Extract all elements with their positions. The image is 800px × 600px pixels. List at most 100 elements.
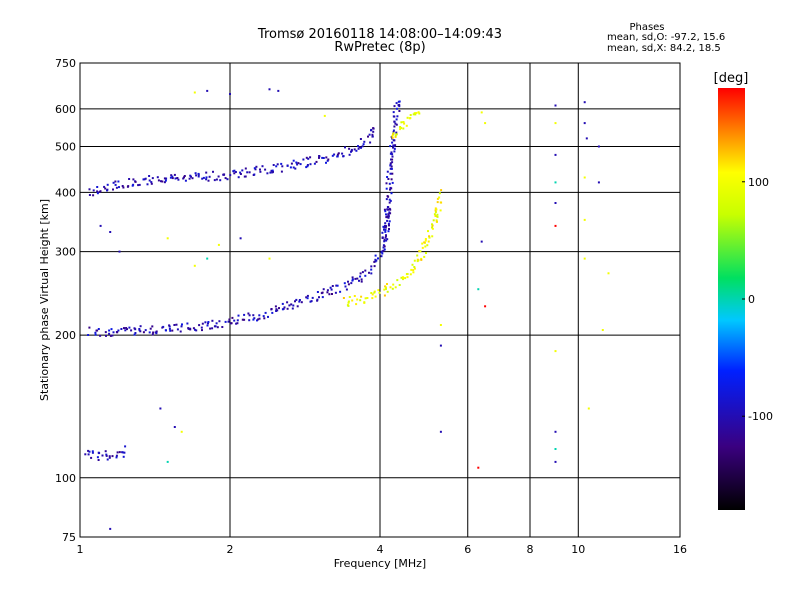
echo-point <box>280 170 283 173</box>
x-axis-label: Frequency [MHz] <box>334 557 426 570</box>
echo-point <box>384 230 387 233</box>
echo-point <box>554 460 557 463</box>
echo-point <box>166 460 169 463</box>
echo-point <box>356 277 359 280</box>
echo-point <box>295 161 298 164</box>
echo-point <box>256 319 258 322</box>
echo-point <box>318 296 320 299</box>
echo-point <box>316 299 319 302</box>
echo-point <box>106 183 109 186</box>
echo-point <box>390 158 392 161</box>
echo-point <box>104 331 107 334</box>
echo-point <box>393 150 396 153</box>
echo-point <box>336 284 339 287</box>
echo-point <box>291 307 294 310</box>
echo-point <box>374 258 377 261</box>
echo-point <box>477 288 480 291</box>
echo-point <box>313 162 316 165</box>
echo-point <box>342 155 345 158</box>
echo-point <box>415 112 418 114</box>
echo-point <box>384 285 387 288</box>
echo-point <box>395 118 398 121</box>
echo-point <box>286 301 289 304</box>
echo-point <box>155 332 158 335</box>
echo-point <box>390 178 393 181</box>
echo-point <box>248 171 251 174</box>
echo-point <box>131 184 134 187</box>
echo-point <box>389 188 391 191</box>
echo-point <box>121 185 124 187</box>
echo-point <box>182 177 185 180</box>
echo-point <box>335 284 338 287</box>
echo-point <box>290 162 293 165</box>
echo-point <box>421 242 424 245</box>
echo-point <box>438 196 441 199</box>
echo-point <box>150 181 153 184</box>
echo-point <box>386 283 388 285</box>
echo-point <box>374 254 377 257</box>
echo-point <box>255 165 258 168</box>
echo-point <box>310 300 313 303</box>
echo-point <box>236 319 239 322</box>
echo-point <box>111 334 114 337</box>
echo-point <box>130 329 133 332</box>
echo-point <box>434 215 437 217</box>
echo-point <box>211 319 214 322</box>
echo-point <box>156 176 159 179</box>
echo-point <box>406 116 409 119</box>
echo-point <box>88 194 91 196</box>
y-tick-label: 750 <box>55 57 76 70</box>
echo-point <box>420 258 423 261</box>
echo-point <box>359 138 362 140</box>
colorbar-ticks: -100 0 100 <box>742 176 773 423</box>
colorbar <box>718 88 745 510</box>
echo-point <box>170 174 173 177</box>
echo-point <box>389 167 392 170</box>
echo-point <box>436 201 439 204</box>
echo-point <box>148 331 151 334</box>
echo-point <box>378 291 381 294</box>
echo-point <box>480 111 483 114</box>
echo-point <box>226 178 229 181</box>
echo-point <box>406 273 408 275</box>
echo-point <box>261 165 264 168</box>
echo-point <box>386 170 389 173</box>
echo-point <box>248 319 251 322</box>
echo-point <box>193 264 196 267</box>
echo-point <box>163 177 166 180</box>
echo-point <box>388 228 390 230</box>
echo-point <box>138 328 141 330</box>
echo-point <box>381 237 384 239</box>
echo-point <box>296 163 299 166</box>
echo-point <box>413 267 416 270</box>
echo-point <box>435 219 438 222</box>
echo-point <box>278 307 280 310</box>
echo-point <box>232 170 235 173</box>
echo-point <box>348 296 351 298</box>
echo-point <box>435 220 438 223</box>
echo-point <box>388 198 391 201</box>
echo-point <box>385 239 388 242</box>
echo-point <box>299 163 302 166</box>
echo-point <box>357 145 359 148</box>
echo-point <box>370 128 373 131</box>
echo-point <box>434 211 437 214</box>
echo-point <box>117 329 120 332</box>
echo-point <box>394 135 397 138</box>
echo-point <box>583 101 586 104</box>
echo-point <box>206 89 209 92</box>
echo-point <box>327 158 330 161</box>
echo-point <box>142 331 145 334</box>
echo-point <box>239 237 242 240</box>
echo-point <box>194 172 197 175</box>
echo-point <box>99 334 102 337</box>
echo-point <box>112 331 115 334</box>
echo-point <box>105 334 107 337</box>
echo-point <box>183 176 185 179</box>
echo-point <box>385 213 387 216</box>
echo-point <box>389 145 392 148</box>
echo-point <box>428 236 431 239</box>
echo-point <box>382 246 385 249</box>
echo-point <box>364 297 367 300</box>
echo-point <box>305 296 308 299</box>
